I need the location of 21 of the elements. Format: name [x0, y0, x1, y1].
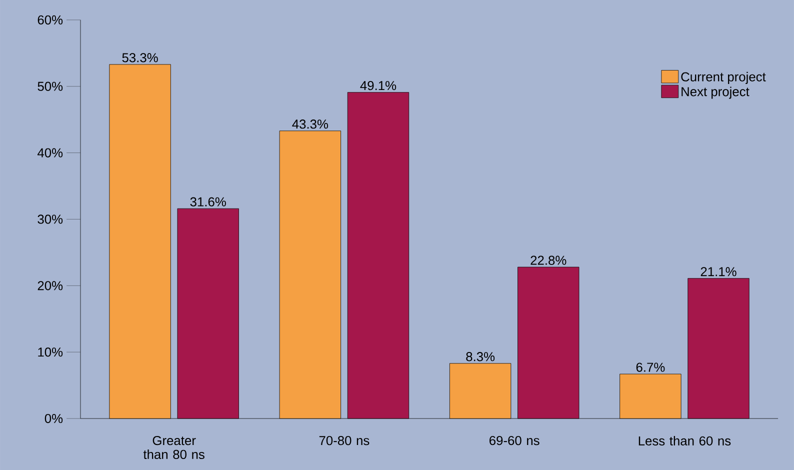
y-tick-label: 30%: [38, 214, 63, 224]
x-tick-label: Greater than 80 ns: [143, 436, 204, 459]
x-tick-label: Less than 60 ns: [638, 436, 731, 446]
legend-label: Current project: [681, 72, 766, 84]
data-label: 49.1%: [360, 80, 396, 90]
data-label: 31.6%: [190, 197, 226, 206]
legend-label: Next project: [682, 86, 750, 99]
data-label: 6.7%: [636, 362, 665, 372]
x-tick-label: 70-80 ns: [319, 436, 370, 445]
y-tick-label: 0%: [44, 414, 63, 423]
data-label: 53.3%: [122, 52, 158, 62]
data-label: 8.3%: [466, 352, 495, 362]
y-tick-label: 20%: [38, 280, 63, 290]
data-label: 22.8%: [530, 256, 566, 265]
y-tick-label: 50%: [38, 82, 63, 91]
y-tick-label: 10%: [38, 347, 63, 356]
y-tick-label: 40%: [38, 148, 63, 158]
data-label: 21.1%: [700, 266, 736, 276]
x-tick-label: 69-60 ns: [490, 436, 540, 445]
y-tick-label: 60%: [38, 15, 63, 24]
data-label: 43.3%: [292, 119, 328, 129]
